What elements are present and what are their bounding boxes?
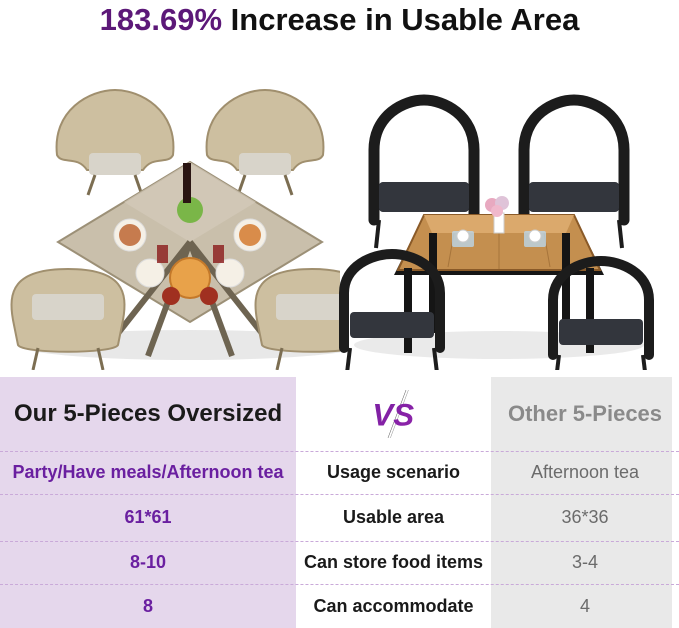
svg-text:VS: VS <box>372 397 414 432</box>
